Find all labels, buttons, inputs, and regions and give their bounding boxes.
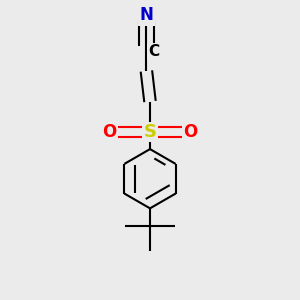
Text: C: C [148,44,159,59]
Text: O: O [183,123,197,141]
Text: S: S [143,123,157,141]
Text: N: N [140,6,153,24]
Text: O: O [103,123,117,141]
